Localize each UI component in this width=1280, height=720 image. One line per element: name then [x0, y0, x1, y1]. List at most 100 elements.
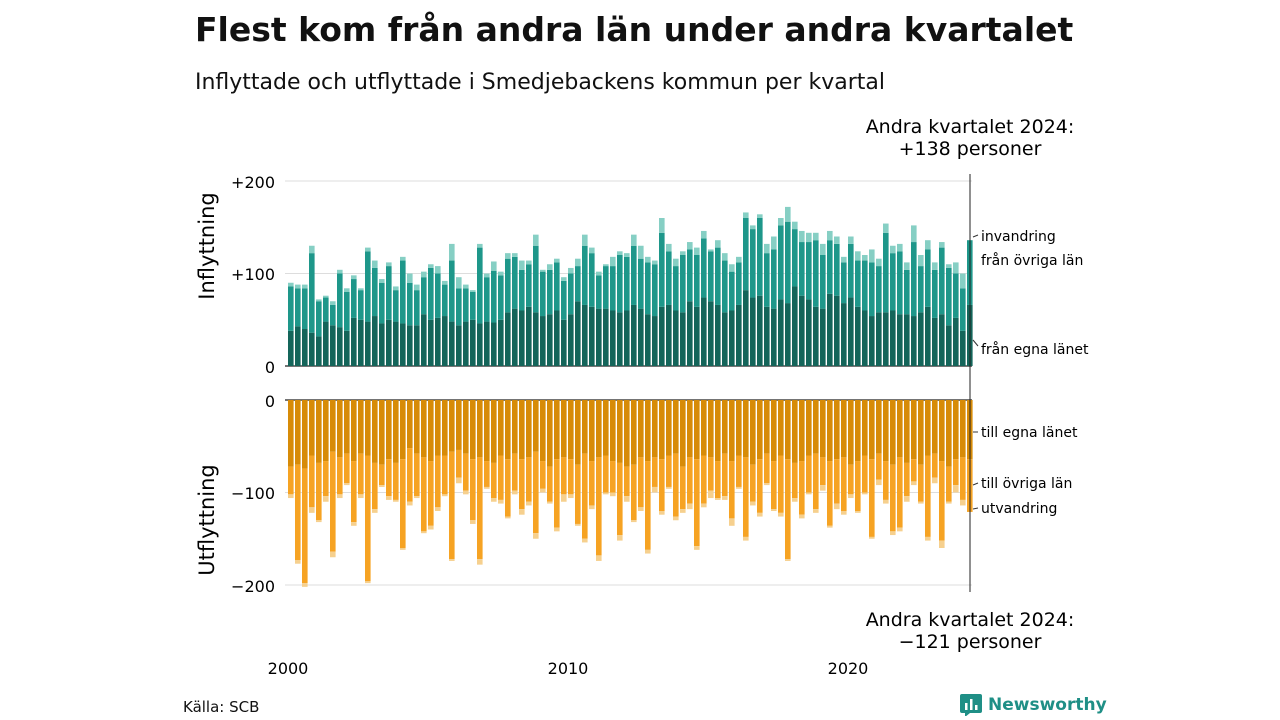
- bar-in-own: [351, 317, 357, 366]
- bar-out-own: [848, 400, 854, 465]
- bar-in-own: [295, 326, 301, 366]
- bar-out-emigration: [330, 551, 336, 558]
- bar-in-own: [358, 319, 364, 366]
- bar-out-own: [960, 400, 966, 458]
- bar-in-other: [862, 260, 868, 311]
- bar-in-immigration: [316, 299, 322, 302]
- bar-out-other: [925, 455, 931, 537]
- bar-out-emigration: [435, 507, 441, 511]
- bar-out-own: [813, 400, 819, 454]
- bar-out-other: [939, 461, 945, 541]
- bar-in-immigration: [337, 269, 343, 274]
- bar-out-own: [918, 400, 924, 465]
- bar-out-own: [932, 400, 938, 454]
- bar-in-immigration: [729, 264, 735, 272]
- bar-in-immigration: [400, 256, 406, 261]
- bar-out-other: [421, 457, 427, 532]
- bar-out-own: [295, 400, 301, 465]
- bar-out-other: [540, 461, 546, 489]
- bar-in-own: [365, 321, 371, 366]
- bar-out-emigration: [596, 555, 602, 561]
- bar-in-own: [778, 299, 784, 366]
- bar-out-own: [435, 400, 441, 456]
- bar-out-other: [764, 453, 770, 484]
- bar-out-own: [358, 400, 364, 454]
- bar-in-immigration: [414, 284, 420, 291]
- annotation-bottom-line2: −121 personer: [899, 631, 1042, 653]
- bar-in-other: [470, 292, 476, 320]
- bar-in-own: [302, 329, 308, 366]
- bar-in-other: [568, 273, 574, 315]
- bar-out-emigration: [358, 494, 364, 499]
- bar-out-own: [785, 400, 791, 460]
- bar-out-emigration: [827, 525, 833, 528]
- bar-in-immigration: [477, 243, 483, 248]
- bar-in-immigration: [708, 249, 714, 252]
- bar-out-other: [960, 457, 966, 500]
- bar-out-own: [757, 400, 763, 460]
- bar-out-other: [477, 457, 483, 560]
- bar-out-emigration: [687, 503, 693, 510]
- bar-out-other: [722, 453, 728, 497]
- bar-in-own: [820, 308, 826, 366]
- bar-in-immigration: [855, 251, 861, 261]
- bar-out-emigration: [813, 509, 819, 513]
- bar-in-own: [953, 317, 959, 366]
- bar-in-immigration: [680, 251, 686, 255]
- bar-out-emigration: [365, 581, 371, 584]
- bar-out-own: [624, 400, 630, 467]
- bar-in-immigration: [288, 282, 294, 287]
- bar-in-own: [400, 323, 406, 366]
- bar-out-own: [561, 400, 567, 458]
- bar-out-own: [575, 400, 581, 465]
- bar-in-other: [946, 267, 952, 326]
- bar-in-own: [561, 319, 567, 366]
- bar-in-immigration: [582, 234, 588, 246]
- bar-in-immigration: [449, 243, 455, 261]
- bar-out-own: [862, 400, 868, 456]
- bar-in-other: [890, 253, 896, 311]
- bar-out-other: [617, 462, 623, 536]
- bar-out-own: [708, 400, 714, 458]
- brand-logo: Newsworthy: [960, 694, 1107, 716]
- bar-in-own: [862, 310, 868, 366]
- bar-out-emigration: [316, 520, 322, 523]
- bar-out-emigration: [918, 501, 924, 504]
- xtick-2020: 2020: [828, 659, 869, 678]
- bar-out-other: [372, 462, 378, 510]
- bar-in-own: [463, 321, 469, 366]
- bar-in-other: [939, 247, 945, 315]
- bar-in-immigration: [610, 256, 616, 267]
- bar-in-immigration: [435, 266, 441, 274]
- bar-out-own: [869, 400, 875, 460]
- bar-out-emigration: [428, 525, 434, 530]
- bar-in-immigration: [876, 258, 882, 267]
- bar-in-other: [400, 260, 406, 324]
- bar-in-immigration: [379, 279, 385, 283]
- bar-in-other: [449, 260, 455, 322]
- bar-in-own: [421, 314, 427, 366]
- bar-in-immigration: [344, 288, 350, 292]
- bar-in-immigration: [848, 236, 854, 244]
- bar-in-other: [589, 253, 595, 307]
- bar-in-other: [743, 218, 749, 291]
- bar-out-other: [526, 457, 532, 502]
- bar-in-immigration: [799, 230, 805, 243]
- bar-out-emigration: [295, 560, 301, 564]
- bar-in-other: [897, 251, 903, 315]
- bar-in-other: [519, 269, 525, 311]
- bar-in-other: [869, 262, 875, 317]
- bar-out-other: [946, 466, 952, 502]
- bar-out-other: [442, 455, 448, 495]
- bar-in-immigration: [834, 236, 840, 244]
- series-label-fran-egna-lanet: från egna länet: [981, 341, 1089, 358]
- bar-out-own: [673, 400, 679, 454]
- bar-out-emigration: [638, 507, 644, 511]
- ytick-out-0: 0: [265, 392, 275, 411]
- bar-in-immigration: [575, 258, 581, 267]
- bar-out-own: [477, 400, 483, 458]
- bar-out-emigration: [526, 501, 532, 506]
- bar-out-emigration: [785, 559, 791, 561]
- bar-out-emigration: [351, 522, 357, 526]
- bar-in-immigration: [372, 260, 378, 268]
